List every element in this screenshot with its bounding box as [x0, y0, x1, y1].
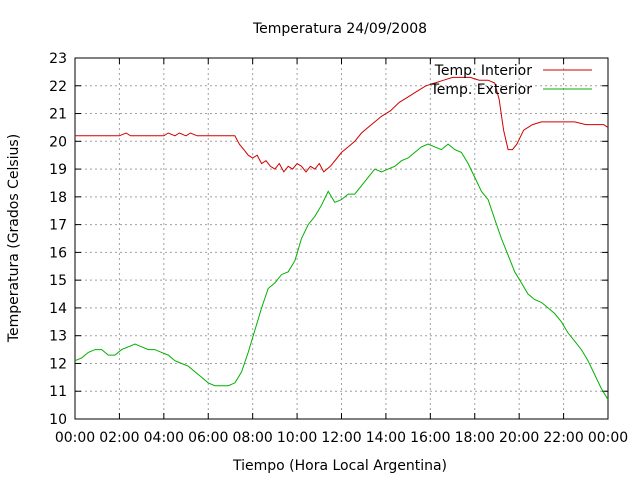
x-tick-label: 12:00	[321, 430, 361, 446]
x-tick-label: 00:00	[55, 430, 95, 446]
x-tick-label: 04:00	[144, 430, 184, 446]
grid-lines	[75, 58, 608, 419]
y-tick-label: 22	[49, 79, 67, 95]
y-tick-label: 17	[49, 218, 67, 234]
y-tick-label: 19	[49, 162, 67, 178]
y-axis-ticks: 10 11 12 13 14 15 16 17 18 19 20 21 22 23	[49, 51, 608, 428]
legend-label-interior: Temp. Interior	[434, 63, 533, 79]
y-tick-label: 16	[49, 245, 67, 261]
chart-title: Temperatura 24/09/2008	[252, 21, 427, 37]
y-tick-label: 11	[49, 384, 67, 400]
x-tick-label: 08:00	[232, 430, 272, 446]
y-tick-label: 14	[49, 301, 67, 317]
x-axis-ticks: 00:00 02:00 04:00 06:00 08:00 10:00 12:00 14:00…	[55, 58, 628, 446]
x-tick-label: 14:00	[366, 430, 406, 446]
y-tick-label: 12	[49, 356, 67, 372]
x-tick-label: 22:00	[543, 430, 583, 446]
x-tick-label: 20:00	[499, 430, 539, 446]
y-tick-label: 21	[49, 107, 67, 123]
series-line-exterior	[74, 143, 609, 400]
legend: Temp. Interior Temp. Exterior	[430, 63, 592, 98]
y-tick-label: 10	[49, 412, 67, 428]
x-tick-label: 18:00	[455, 430, 495, 446]
y-tick-label: 13	[49, 329, 67, 345]
x-tick-label: 02:00	[99, 430, 139, 446]
x-tick-label: 16:00	[410, 430, 450, 446]
y-axis-label: Temperatura (Grados Celsius)	[6, 134, 22, 343]
x-tick-label: 10:00	[277, 430, 317, 446]
x-tick-label: 00:00	[588, 430, 628, 446]
series-line-interior	[75, 76, 609, 173]
y-tick-label: 18	[49, 190, 67, 206]
y-tick-label: 23	[49, 51, 67, 67]
y-tick-label: 15	[49, 273, 67, 289]
x-axis-label: Tiempo (Hora Local Argentina)	[232, 458, 447, 474]
legend-label-exterior: Temp. Exterior	[430, 82, 533, 98]
y-tick-label: 20	[49, 134, 67, 150]
x-tick-label: 06:00	[188, 430, 228, 446]
series-lines	[74, 76, 609, 400]
